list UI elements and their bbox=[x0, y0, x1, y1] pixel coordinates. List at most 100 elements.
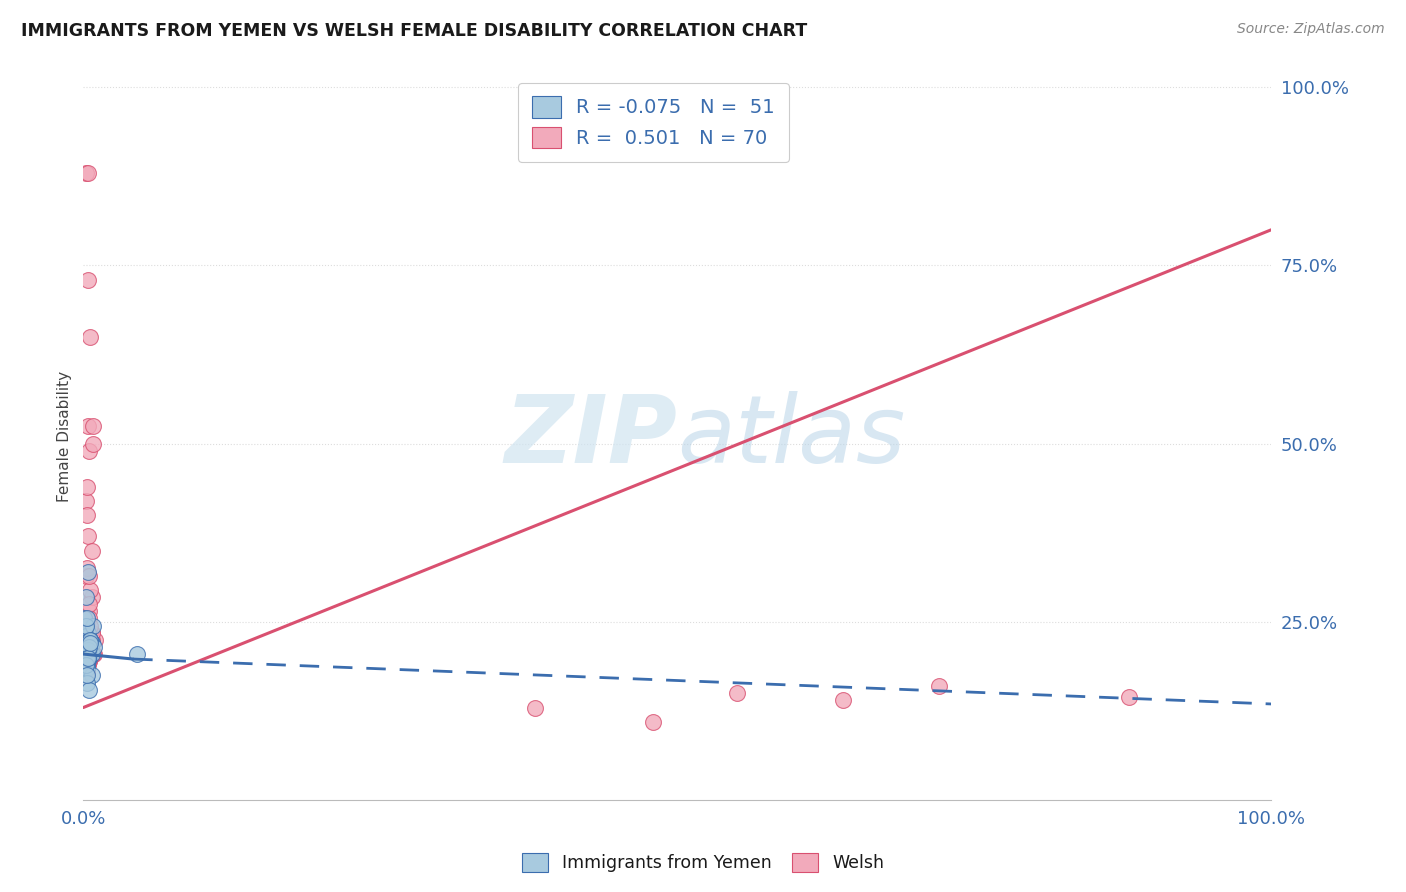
Point bbox=[76, 665, 98, 679]
Point bbox=[77, 166, 100, 180]
Point bbox=[75, 657, 97, 672]
Point bbox=[77, 654, 100, 668]
Point bbox=[75, 618, 97, 632]
Point bbox=[77, 568, 100, 582]
Point bbox=[84, 632, 107, 647]
Point bbox=[79, 330, 101, 344]
Point bbox=[77, 647, 100, 661]
Point bbox=[77, 650, 100, 665]
Point bbox=[76, 647, 98, 661]
Point bbox=[77, 657, 100, 672]
Point bbox=[79, 625, 101, 640]
Point bbox=[79, 640, 101, 654]
Point bbox=[76, 479, 98, 493]
Point bbox=[79, 632, 101, 647]
Point bbox=[76, 675, 98, 690]
Point bbox=[79, 618, 101, 632]
Point bbox=[76, 561, 98, 575]
Point bbox=[76, 647, 98, 661]
Point bbox=[77, 629, 100, 643]
Point bbox=[76, 647, 98, 661]
Point bbox=[75, 654, 97, 668]
Point bbox=[76, 640, 98, 654]
Point bbox=[77, 643, 100, 657]
Point bbox=[75, 657, 97, 672]
Point bbox=[75, 590, 97, 604]
Point bbox=[77, 625, 100, 640]
Point bbox=[76, 661, 98, 675]
Point bbox=[83, 647, 105, 661]
Point bbox=[523, 700, 546, 714]
Point bbox=[77, 273, 100, 287]
Point bbox=[77, 529, 100, 543]
Point bbox=[75, 618, 97, 632]
Point bbox=[80, 636, 103, 650]
Point bbox=[77, 443, 100, 458]
Point bbox=[76, 643, 98, 657]
Point bbox=[77, 647, 100, 661]
Text: IMMIGRANTS FROM YEMEN VS WELSH FEMALE DISABILITY CORRELATION CHART: IMMIGRANTS FROM YEMEN VS WELSH FEMALE DI… bbox=[21, 22, 807, 40]
Text: atlas: atlas bbox=[678, 391, 905, 482]
Point bbox=[75, 657, 97, 672]
Point bbox=[77, 636, 100, 650]
Point bbox=[79, 632, 101, 647]
Point bbox=[77, 654, 100, 668]
Point bbox=[80, 668, 103, 682]
Point bbox=[77, 640, 100, 654]
Point bbox=[80, 632, 103, 647]
Point bbox=[80, 647, 103, 661]
Point bbox=[82, 436, 104, 450]
Point bbox=[79, 632, 101, 647]
Point bbox=[77, 650, 100, 665]
Point bbox=[77, 632, 100, 647]
Point bbox=[77, 640, 100, 654]
Point bbox=[80, 636, 103, 650]
Point bbox=[76, 668, 98, 682]
Point bbox=[77, 632, 100, 647]
Point bbox=[76, 654, 98, 668]
Point bbox=[79, 636, 101, 650]
Point bbox=[75, 654, 97, 668]
Point bbox=[75, 657, 97, 672]
Point bbox=[76, 508, 98, 522]
Point bbox=[80, 543, 103, 558]
Point bbox=[77, 650, 100, 665]
Point bbox=[76, 650, 98, 665]
Point bbox=[79, 625, 101, 640]
Point bbox=[77, 418, 100, 433]
Point bbox=[77, 632, 100, 647]
Point bbox=[643, 714, 665, 729]
Point bbox=[82, 618, 104, 632]
Point bbox=[79, 632, 101, 647]
Point bbox=[83, 640, 105, 654]
Point bbox=[77, 650, 100, 665]
Point bbox=[76, 657, 98, 672]
Point bbox=[77, 636, 100, 650]
Point bbox=[76, 618, 98, 632]
Point bbox=[77, 643, 100, 657]
Point bbox=[79, 582, 101, 597]
Legend: R = -0.075   N =  51, R =  0.501   N = 70: R = -0.075 N = 51, R = 0.501 N = 70 bbox=[519, 83, 789, 162]
Point bbox=[75, 661, 97, 675]
Point bbox=[75, 629, 97, 643]
Point bbox=[76, 640, 98, 654]
Point bbox=[76, 632, 98, 647]
Point bbox=[79, 643, 101, 657]
Point bbox=[75, 661, 97, 675]
Point bbox=[76, 640, 98, 654]
Point bbox=[77, 604, 100, 618]
Point bbox=[1118, 690, 1140, 704]
Point bbox=[77, 625, 100, 640]
Point bbox=[125, 647, 148, 661]
Point bbox=[725, 686, 748, 700]
Point bbox=[75, 654, 97, 668]
Point bbox=[82, 418, 104, 433]
Point bbox=[76, 661, 98, 675]
Point bbox=[77, 643, 100, 657]
Point bbox=[75, 618, 97, 632]
Point bbox=[77, 643, 100, 657]
Point bbox=[77, 640, 100, 654]
Point bbox=[77, 650, 100, 665]
Point bbox=[77, 643, 100, 657]
Point bbox=[73, 611, 96, 625]
